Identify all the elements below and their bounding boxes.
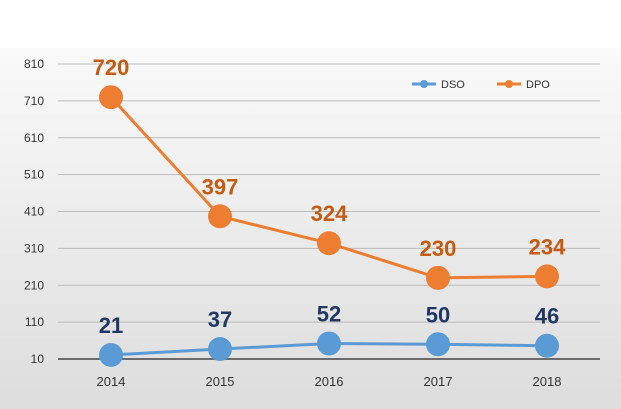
legend-swatch-marker-dso — [420, 80, 428, 88]
x-tick-label: 2016 — [315, 374, 344, 389]
data-point-dso — [317, 331, 341, 356]
y-tick-label: 610 — [24, 131, 44, 145]
data-label-dso: 52 — [317, 302, 341, 327]
data-point-dso — [208, 337, 232, 362]
data-label-dso: 37 — [208, 307, 232, 332]
legend: DSO DPO — [412, 79, 550, 91]
data-point-dpo — [317, 231, 341, 256]
axes: 810 710 610 510 410 310 210 110 10 2014 2015 2016 20… — [24, 57, 600, 389]
data-label-dpo: 230 — [420, 236, 457, 261]
legend-label-dso: DSO — [441, 79, 465, 91]
data-label-dpo: 720 — [93, 55, 130, 80]
data-point-dso — [426, 332, 450, 357]
y-tick-label: 110 — [25, 315, 44, 329]
y-tick-label: 810 — [24, 57, 44, 71]
y-tick-label: 210 — [24, 278, 44, 292]
data-label-dso: 46 — [535, 304, 559, 329]
y-tick-label: 10 — [31, 352, 45, 366]
plot-area-background — [0, 48, 621, 409]
legend-label-dpo: DPO — [526, 79, 550, 91]
data-label-dpo: 397 — [202, 174, 239, 199]
data-label-dso: 21 — [99, 313, 123, 338]
y-tick-label: 710 — [24, 94, 44, 108]
y-tick-label: 510 — [24, 168, 44, 182]
data-point-dpo — [99, 85, 123, 110]
data-point-dso — [535, 333, 559, 358]
data-label-dpo: 324 — [311, 201, 348, 226]
x-tick-label: 2017 — [424, 374, 453, 389]
data-point-dpo — [535, 264, 559, 289]
data-label-dpo: 234 — [529, 234, 566, 259]
y-tick-label: 410 — [24, 205, 44, 219]
y-tick-label: 310 — [24, 241, 44, 255]
data-point-dpo — [208, 204, 232, 229]
x-tick-label: 2015 — [206, 374, 235, 389]
x-tick-label: 2018 — [533, 374, 562, 389]
data-label-dso: 50 — [426, 302, 450, 327]
data-point-dso — [99, 342, 123, 367]
legend-swatch-marker-dpo — [505, 80, 513, 88]
x-tick-label: 2014 — [97, 374, 126, 389]
series: 21 37 52 50 46 720 397 324 230 234 — [93, 55, 566, 367]
data-point-dpo — [426, 265, 450, 290]
